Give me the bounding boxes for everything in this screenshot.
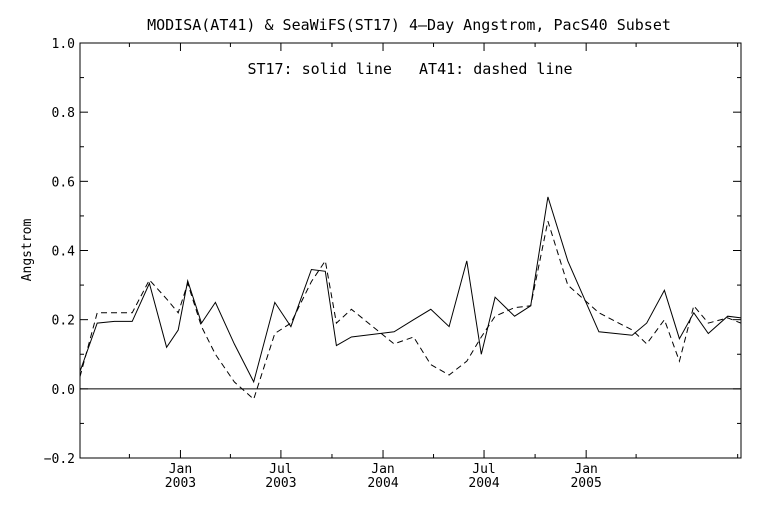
x-tick-label-month: Jul	[269, 462, 292, 477]
x-tick-label-year: 2003	[165, 476, 196, 491]
series-layer	[79, 196, 742, 401]
y-tick-label: 0.4	[52, 245, 76, 260]
x-tick-label-year: 2004	[367, 476, 398, 491]
y-tick-label: 0.6	[52, 175, 75, 190]
legend-annotation: ST17: solid line AT41: dashed line	[247, 60, 572, 78]
x-tick-label-month: Jan	[169, 462, 192, 477]
x-tick-label-year: 2005	[570, 476, 601, 491]
y-tick-label: 1.0	[52, 37, 75, 52]
axes-layer: −0.20.00.20.40.60.81.0Jan2003Jul2003Jan2…	[44, 37, 741, 491]
x-tick-label-year: 2003	[265, 476, 296, 491]
y-tick-label: 0.2	[52, 314, 75, 329]
y-axis-label: Angstrom	[20, 219, 35, 282]
x-tick-label-month: Jul	[472, 462, 495, 477]
series-line-at41-dashed	[79, 220, 742, 401]
y-tick-label: 0.0	[52, 383, 75, 398]
x-tick-label-year: 2004	[468, 476, 499, 491]
y-tick-label: −0.2	[44, 452, 75, 467]
plot-frame	[79, 42, 742, 459]
chart-title: MODISA(AT41) & SeaWiFS(ST17) 4–Day Angst…	[147, 16, 671, 34]
x-tick-label-month: Jan	[371, 462, 394, 477]
y-tick-label: 0.8	[52, 106, 75, 121]
x-tick-label-month: Jan	[574, 462, 597, 477]
series-line-st17-solid	[79, 196, 742, 384]
